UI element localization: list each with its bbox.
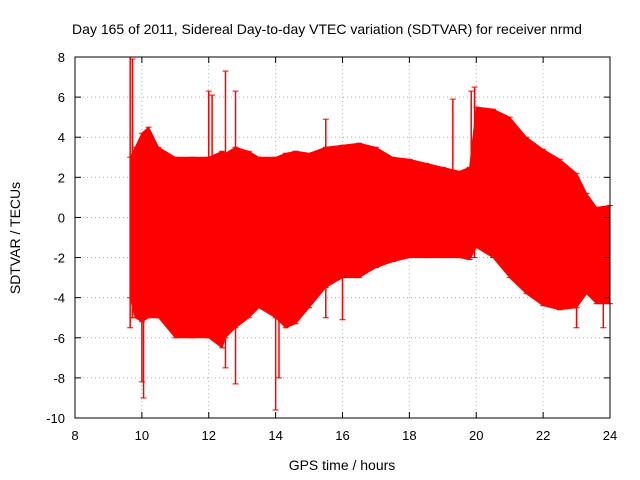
data-band <box>129 106 611 349</box>
x-axis-label: GPS time / hours <box>289 457 396 473</box>
x-tick-label: 8 <box>71 428 78 443</box>
x-tick-label: 16 <box>335 428 349 443</box>
y-axis-label: SDTVAR / TECUs <box>7 182 23 294</box>
chart-title: Day 165 of 2011, Sidereal Day-to-day VTE… <box>72 21 582 37</box>
y-tick-label: 6 <box>58 90 65 105</box>
y-tick-label: -10 <box>46 411 65 426</box>
y-tick-label: -4 <box>53 291 65 306</box>
x-axis: 8 10 12 14 16 18 20 22 24 <box>71 57 617 443</box>
x-tick-label: 20 <box>469 428 483 443</box>
y-tick-label: 4 <box>58 130 65 145</box>
y-axis: -10 -8 -6 -4 -2 0 2 4 6 8 <box>46 50 610 426</box>
x-tick-label: 22 <box>536 428 550 443</box>
y-tick-label: -8 <box>53 371 65 386</box>
x-tick-label: 12 <box>202 428 216 443</box>
y-tick-label: 2 <box>58 170 65 185</box>
y-tick-label: -2 <box>53 251 65 266</box>
y-tick-label: 0 <box>58 210 65 225</box>
x-tick-label: 10 <box>135 428 149 443</box>
series-sdtvar <box>127 56 613 411</box>
x-tick-label: 18 <box>402 428 416 443</box>
y-tick-label: 8 <box>58 50 65 65</box>
x-tick-label: 24 <box>603 428 617 443</box>
x-tick-label: 14 <box>268 428 282 443</box>
y-tick-label: -6 <box>53 331 65 346</box>
